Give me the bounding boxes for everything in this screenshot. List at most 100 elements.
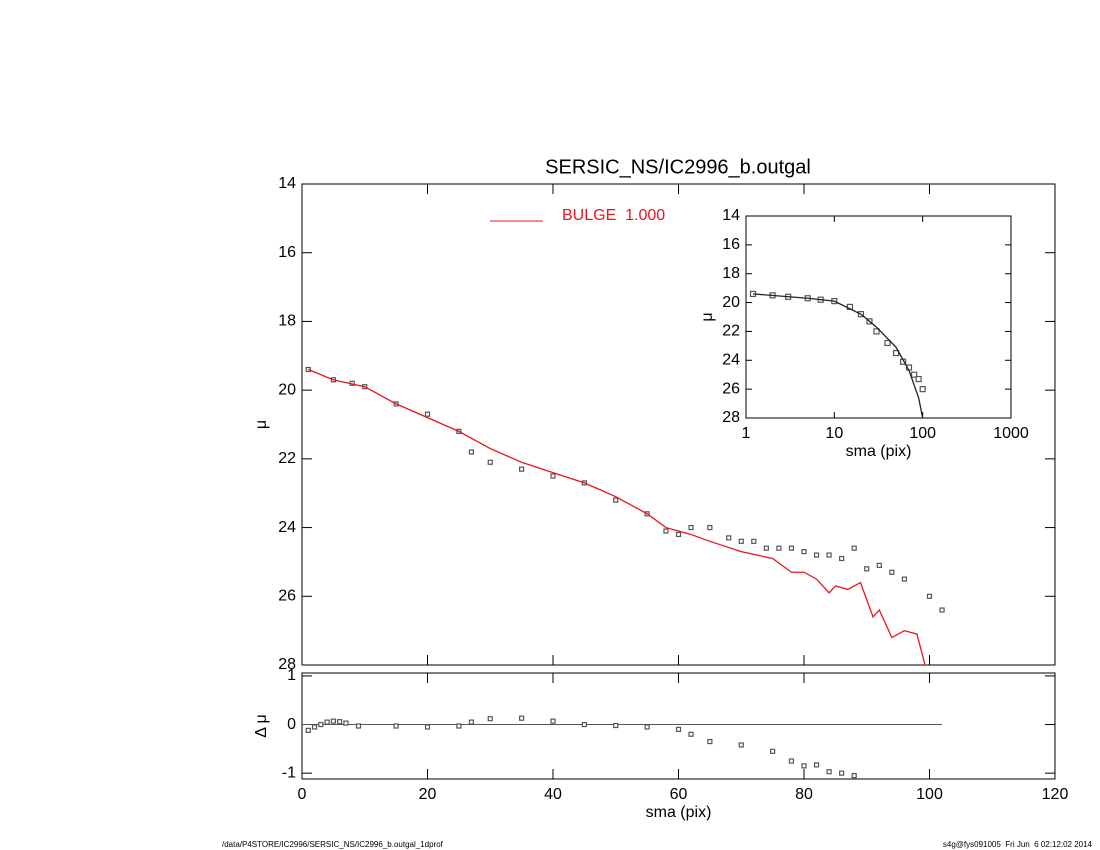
x-tick-label: 80 [795,786,813,803]
plot-frame [745,215,1012,419]
data-point [813,552,820,558]
data-point [330,718,336,724]
model-line [308,368,926,665]
x-tick-label: 10 [825,425,843,442]
data-point [613,497,619,503]
data-point [305,727,311,733]
panel: 14 16 18 20 22 24 26 281 10 100 1000 sma (pix) μ [699,207,1029,460]
data-point [770,748,776,754]
data-point [707,524,713,531]
plot-frame [301,672,1056,780]
data-point [393,723,399,729]
data-point [876,562,882,568]
data-point [337,719,343,725]
y-tick-label: 26 [278,588,296,605]
x-tick-label: 120 [1042,786,1069,803]
x-tick-label: 20 [419,786,437,803]
data [305,715,857,779]
data-point [839,770,845,776]
data-point [839,555,845,562]
data-point [776,545,782,551]
data-point [884,339,891,347]
y-tick-label: 22 [278,450,296,467]
data-point [813,762,820,768]
data-point [801,763,807,769]
y-tick-label: 18 [278,313,296,330]
y-tick-label: 16 [278,244,296,261]
data-point [939,607,945,613]
data-point [707,738,713,745]
data-point [487,459,493,465]
data-point [519,466,525,472]
data-point [851,545,857,551]
data-point [919,386,926,393]
data-point [487,716,493,722]
panel: 14 16 18 20 22 24 26 28 μ BULGE 1.000 [253,175,1056,673]
y-tick-label: -1 [282,764,296,781]
data-point [911,371,918,378]
x-axis-label: sma (pix) [646,804,712,821]
data-point [826,552,832,558]
data-point [688,731,694,737]
data [749,290,926,418]
data-point [763,545,769,551]
data-point [581,721,587,728]
data-point [726,535,732,541]
data-point [424,724,431,730]
data-point [324,719,330,725]
y-axis-label: μ [699,312,716,321]
y-axis-label: μ [253,420,270,429]
y-axis-label: Δ μ [253,714,270,737]
data [305,366,945,665]
data-point [644,724,650,730]
y-tick-label: 14 [278,175,296,192]
x-tick-label: 100 [916,786,943,803]
data-point [675,531,682,538]
data-point [343,720,349,726]
data-point [550,718,556,724]
data-point [864,566,870,572]
data-point [688,524,694,531]
y-tick-label: 28 [722,409,740,426]
data-point [889,569,895,575]
data-point [788,758,795,764]
y-tick-label: 20 [278,381,296,398]
y-tick-label: 0 [287,716,296,733]
x-tick-label: 1000 [993,425,1029,442]
x-tick-label: 60 [670,786,688,803]
y-tick-label: 22 [722,323,740,340]
footer-right: s4g@fys091005 Fri Jun 6 02:12:02 2014 [943,840,1093,849]
footer-left: /data/P4STORE/IC2996/SERSIC_NS/IC2996_b.… [222,840,444,849]
chart-title: SERSIC_NS/IC2996_b.outgal [545,156,811,178]
plot-frame [301,183,1056,666]
data-point [873,328,880,335]
data-point [926,593,933,599]
data-point [519,715,525,721]
x-tick-label: 40 [544,786,562,803]
data-point [801,549,807,555]
data-point [424,411,431,417]
y-tick-label: 24 [278,519,296,536]
data-point [613,722,619,729]
y-tick-label: 1 [287,667,296,684]
data-point [663,528,669,534]
y-tick-label: 24 [722,352,740,369]
x-tick-label: 0 [298,786,307,803]
data-point [311,724,318,730]
data-point [751,538,757,544]
data-point [915,375,922,383]
data-point [738,742,744,748]
data-point [468,449,475,455]
data-point [675,726,682,733]
model-line [752,293,924,418]
y-tick-label: 20 [722,294,740,311]
data-point [901,576,908,582]
y-tick-label: 26 [722,380,740,397]
y-tick-label: 18 [722,265,740,282]
data-point [851,772,857,779]
x-tick-label: 1 [742,425,751,442]
y-tick-label: 28 [278,656,296,673]
data-point [318,721,324,728]
